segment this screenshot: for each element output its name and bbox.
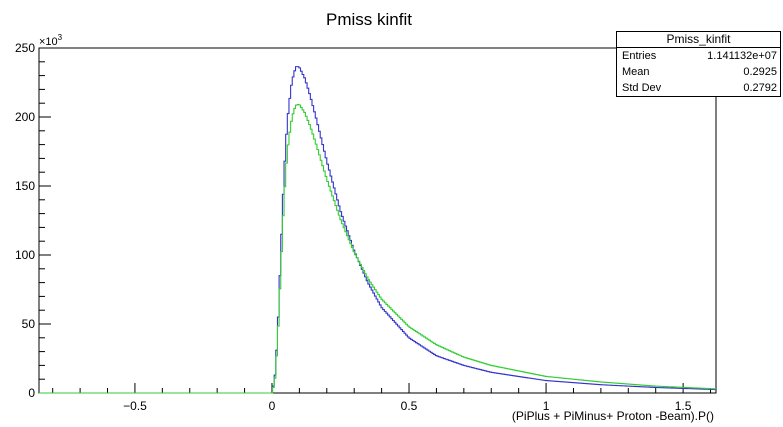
- y-axis: 0 50 100 150 200 250: [15, 41, 51, 400]
- x-axis: −0.5 0 0.5 1 1.5: [52, 383, 712, 413]
- y-tick-label: 100: [15, 248, 35, 262]
- svg-text:×103: ×103: [39, 33, 63, 48]
- x-axis-label: (PiPlus + PiMinus+ Proton -Beam).P(): [512, 409, 714, 423]
- stats-row: Mean 0.2925: [617, 64, 780, 80]
- series-1-line: [39, 66, 716, 394]
- y-exponent-label: ×103: [39, 33, 63, 48]
- stats-row-label: Std Dev: [622, 82, 662, 94]
- y-tick-label: 250: [15, 41, 35, 55]
- y-tick-label: 200: [15, 110, 35, 124]
- y-tick-label: 150: [15, 179, 35, 193]
- stats-row-label: Mean: [622, 66, 650, 78]
- x-tick-label: 0.5: [401, 399, 418, 413]
- x-tick-label: 1.5: [675, 399, 692, 413]
- stats-row-value: 0.2925: [743, 66, 777, 78]
- chart-title: Pmiss kinfit: [326, 10, 412, 29]
- series-2-line: [39, 104, 716, 394]
- stats-rows: Entries 1.141132e+07 Mean 0.2925 Std Dev 0.27…: [617, 48, 780, 96]
- x-tick-label: −0.5: [123, 399, 147, 413]
- stats-row-value: 1.141132e+07: [707, 50, 777, 62]
- plot-frame: [38, 47, 717, 394]
- stats-title: Pmiss_kinfit: [617, 32, 780, 48]
- series-layer: [39, 66, 716, 394]
- stats-box: Pmiss_kinfit Entries 1.141132e+07 Mean 0.29…: [616, 31, 781, 97]
- stats-row-value: 0.2792: [743, 82, 777, 94]
- stats-row: Std Dev 0.2792: [617, 80, 780, 96]
- y-tick-label: 50: [22, 317, 36, 331]
- stats-row: Entries 1.141132e+07: [617, 48, 780, 64]
- x-tick-label: 1: [543, 399, 550, 413]
- stats-row-label: Entries: [622, 50, 657, 62]
- x-tick-label: 0: [269, 399, 276, 413]
- y-tick-label: 0: [28, 386, 35, 400]
